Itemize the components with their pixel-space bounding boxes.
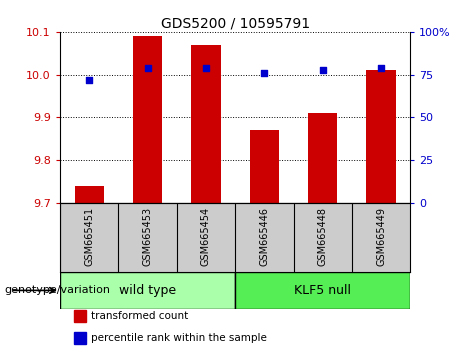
Text: GSM665448: GSM665448 [318, 206, 328, 266]
Bar [191, 45, 220, 203]
Point [144, 65, 151, 71]
Point [319, 67, 326, 72]
Point [85, 77, 93, 82]
Point [202, 65, 210, 71]
Text: genotype/variation: genotype/variation [5, 285, 111, 296]
Bar [133, 36, 162, 203]
Bar [74, 310, 86, 322]
Point [378, 65, 385, 71]
Bar [60, 272, 235, 309]
Point [260, 70, 268, 76]
Text: percentile rank within the sample: percentile rank within the sample [91, 333, 267, 343]
Bar [74, 332, 86, 344]
Bar [75, 186, 104, 203]
Text: wild type: wild type [119, 284, 176, 297]
Text: GSM665449: GSM665449 [376, 206, 386, 266]
Text: GSM665454: GSM665454 [201, 206, 211, 266]
Bar [308, 113, 337, 203]
Title: GDS5200 / 10595791: GDS5200 / 10595791 [160, 17, 310, 31]
Text: GSM665453: GSM665453 [142, 206, 153, 266]
Bar [250, 130, 279, 203]
Text: GSM665451: GSM665451 [84, 206, 94, 266]
Text: GSM665446: GSM665446 [259, 206, 269, 266]
Bar [366, 70, 396, 203]
Text: KLF5 null: KLF5 null [294, 284, 351, 297]
Bar [235, 272, 410, 309]
Text: transformed count: transformed count [91, 311, 189, 321]
